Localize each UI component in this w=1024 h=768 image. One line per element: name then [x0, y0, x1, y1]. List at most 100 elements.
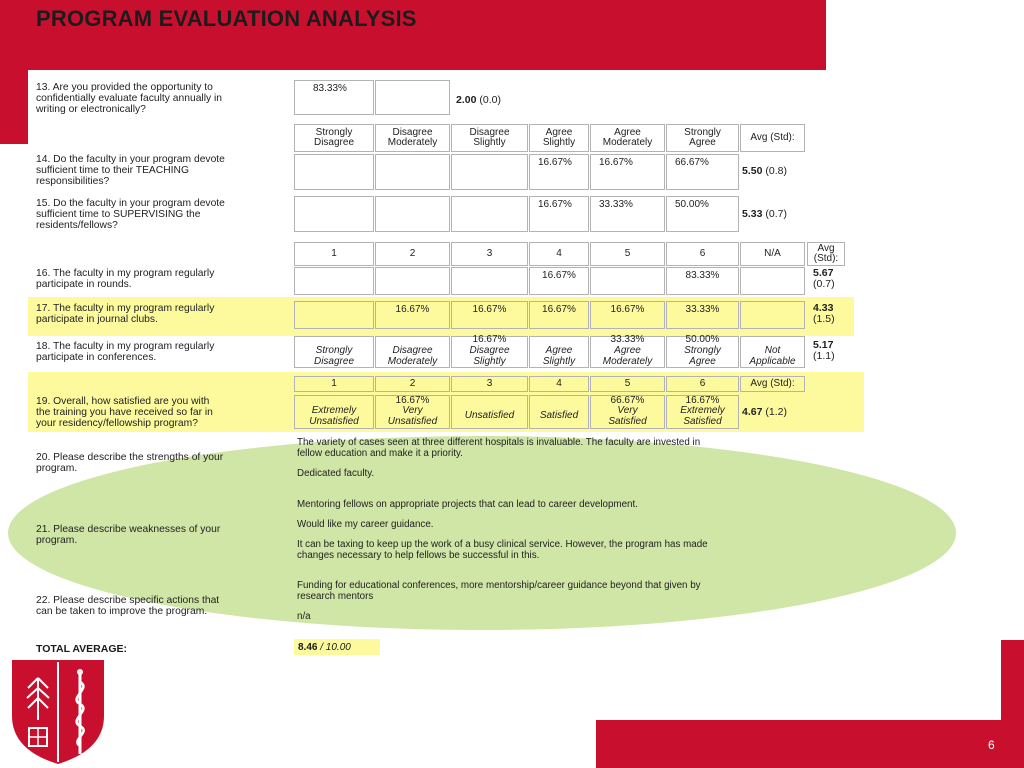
- q14-cell-5: 16.67%: [590, 154, 665, 190]
- q16-cell-3: [451, 267, 528, 295]
- q16-cell-4: 16.67%: [529, 267, 589, 295]
- q15-cell-value-6: 50.00%: [675, 199, 709, 210]
- q17-cell-4: 16.67%: [529, 301, 589, 329]
- scale-b-label-1: 1: [331, 247, 337, 259]
- q20-comment-3: Mentoring fellows on appropriate project…: [297, 499, 638, 510]
- scale-a-label-5: Agree Moderately: [602, 126, 653, 148]
- scale-a-header-2: Disagree Moderately: [375, 124, 450, 152]
- scale-a-label-7: Avg (Std):: [750, 131, 795, 143]
- q14-cell-3: [451, 154, 528, 190]
- scale-a-label-4: Agree Slightly: [542, 126, 576, 148]
- q18-label-1: Strongly Disagree: [313, 345, 355, 367]
- q18-cell-2: Disagree Moderately: [375, 336, 450, 368]
- q22-comment-2: n/a: [297, 611, 311, 622]
- q16-cell-1: [294, 267, 374, 295]
- q19-cell-3: Unsatisfied: [451, 395, 528, 429]
- q19-cell-1: Extremely Unsatisfied: [294, 395, 374, 429]
- q14-cell-1: [294, 154, 374, 190]
- scale-b-label-7: N/A: [764, 247, 781, 259]
- q20-text: 20. Please describe the strengths of you…: [36, 452, 224, 474]
- q14-cell-6: 66.67%: [666, 154, 739, 190]
- q15-cell-value-5: 33.33%: [599, 199, 633, 210]
- q18-cell-7: Not Applicable: [740, 336, 805, 368]
- q21-comment-1: Would like my career guidance.: [297, 519, 434, 530]
- q14-avg: 5.50 (0.8): [742, 165, 787, 177]
- left-accent-band: [0, 70, 28, 144]
- q15-text: 15. Do the faculty in your program devot…: [36, 198, 225, 231]
- total-average-highlight: [294, 639, 380, 655]
- q19-scale-label-2: 2: [409, 377, 416, 389]
- q19-label-2: Very Unsatisfied: [387, 405, 438, 427]
- q19-avg-header: Avg (Std):: [740, 376, 805, 392]
- q18-label-2: Disagree Moderately: [387, 345, 438, 367]
- q21-text: 21. Please describe weaknesses of your pr…: [36, 524, 221, 546]
- scale-b-label-6: 6: [699, 247, 706, 259]
- q17-cell-value-4: 16.67%: [542, 304, 576, 315]
- q17-text: 17. The faculty in my program regularly p…: [36, 303, 215, 325]
- q14-cell-2: [375, 154, 450, 190]
- q19-scale-6: 6: [666, 376, 739, 392]
- scale-b-label-4: 4: [556, 247, 562, 259]
- q19-scale-1: 1: [294, 376, 374, 392]
- q19-scale-label-5: 5: [624, 377, 631, 389]
- q13-avg: 2.00 (0.0): [456, 94, 501, 106]
- q16-cell-7: [740, 267, 805, 295]
- q17-cell-6: 33.33%: [666, 301, 739, 329]
- total-average-value: 8.46 / 10.00: [298, 642, 351, 653]
- q17-avg: 4.33 (1.5): [813, 302, 835, 325]
- q13-text: 13. Are you provided the opportunity to c…: [36, 82, 223, 115]
- q15-cell-1: [294, 196, 374, 232]
- scale-b-label-2: 2: [409, 247, 416, 259]
- q19-label-3: Unsatisfied: [464, 410, 515, 422]
- scale-b-label-8: Avg (Std):: [813, 242, 839, 264]
- q19-cell-2: 16.67% Very Unsatisfied: [375, 395, 450, 429]
- scale-b-header-4: 4: [529, 242, 589, 266]
- q19-label-1: Extremely Unsatisfied: [309, 405, 359, 427]
- scale-a-header-6: Strongly Agree: [666, 124, 739, 152]
- q19-scale-3: 3: [451, 376, 528, 392]
- q19-scale-2: 2: [375, 376, 450, 392]
- q19-label-4: Satisfied: [539, 410, 579, 422]
- q19-cell-6: 16.67% Extremely Satisfied: [666, 395, 739, 429]
- q16-avg: 5.67 (0.7): [813, 267, 835, 290]
- q17-cell-value-6: 33.33%: [685, 304, 720, 315]
- q17-cell-1: [294, 301, 374, 329]
- q19-pct-6: 16.67%: [685, 395, 720, 406]
- scale-b-header-1: 1: [294, 242, 374, 266]
- q18-cell-3: 16.67% Disagree Slightly: [451, 335, 528, 368]
- q19-label-6: Extremely Satisfied: [680, 405, 725, 427]
- q18-text: 18. The faculty in my program regularly p…: [36, 341, 215, 363]
- q18-cell-1: Strongly Disagree: [294, 336, 374, 368]
- q16-cell-2: [375, 267, 450, 295]
- q16-text: 16. The faculty in my program regularly p…: [36, 268, 215, 290]
- scale-a-header-3: Disagree Slightly: [451, 124, 528, 152]
- highlight-q17: [28, 297, 854, 336]
- q20-comment-2: Dedicated faculty.: [297, 468, 375, 479]
- q18-cell-6: 50.00% Strongly Agree: [666, 335, 739, 368]
- scale-b-header-6: 6: [666, 242, 739, 266]
- q15-cell-5: 33.33%: [590, 196, 665, 232]
- q13-cell-2: [375, 80, 450, 115]
- comments-highlight-oval: [8, 436, 956, 630]
- q19-text: 19. Overall, how satisfied are you with t…: [36, 396, 213, 429]
- q19-scale-label-1: 1: [331, 377, 337, 389]
- q19-avg: 4.67 (1.2): [742, 406, 787, 418]
- q16-cell-5: [590, 267, 665, 295]
- scale-a-header-5: Agree Moderately: [590, 124, 665, 152]
- q14-cell-value-6: 66.67%: [675, 157, 709, 168]
- q15-cell-2: [375, 196, 450, 232]
- q15-avg: 5.33 (0.7): [742, 208, 787, 220]
- highlight-q19: [28, 372, 864, 432]
- q18-label-7: Not Applicable: [749, 345, 796, 367]
- scale-b-header-5: 5: [590, 242, 665, 266]
- scale-a-header-4: Agree Slightly: [529, 124, 589, 152]
- q19-pct-2: 16.67%: [395, 395, 430, 406]
- total-average-label: TOTAL AVERAGE:: [36, 643, 128, 655]
- q13-cell-1: 83.33%: [294, 80, 374, 115]
- q21-comment-2: It can be taxing to keep up the work of …: [297, 539, 708, 561]
- q17-cell-value-2: 16.67%: [395, 304, 430, 315]
- right-accent-band: [1001, 640, 1024, 720]
- footer-band: [596, 720, 1024, 768]
- scale-b-header-3: 3: [451, 242, 528, 266]
- scale-b-label-5: 5: [624, 247, 631, 259]
